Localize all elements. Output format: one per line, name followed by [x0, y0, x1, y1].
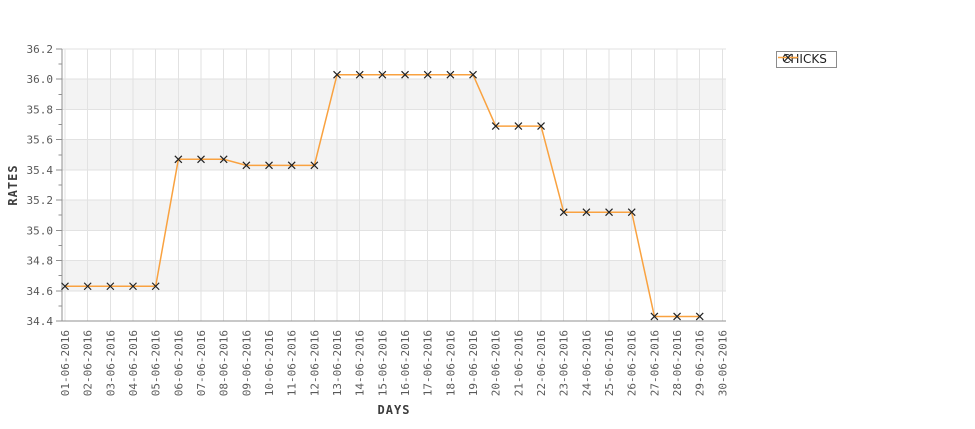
x-tick-label: 28-06-2016 — [671, 330, 684, 396]
data-point-marker — [83, 282, 92, 291]
data-point-marker — [514, 122, 523, 130]
plot-band — [62, 139, 726, 170]
data-point-marker — [673, 312, 681, 321]
x-tick-label: 04-06-2016 — [127, 330, 140, 396]
legend-item-label: CHICKS — [782, 52, 827, 66]
y-tick-label: 34.6 — [27, 285, 54, 298]
data-point-marker — [446, 70, 455, 79]
x-tick-label: 19-06-2016 — [467, 330, 480, 396]
data-point-marker — [559, 208, 568, 217]
plot-bands — [62, 79, 726, 291]
legend-marker-chicks — [778, 53, 798, 62]
y-axis-title: RATES — [6, 164, 20, 206]
data-point-marker — [627, 208, 636, 217]
x-tick-label: 23-06-2016 — [558, 330, 571, 396]
x-tick-label: 16-06-2016 — [399, 330, 412, 396]
data-point-marker — [265, 161, 273, 170]
x-tick-label: 05-06-2016 — [150, 330, 163, 396]
data-point-marker — [650, 312, 659, 321]
x-tick-label: 08-06-2016 — [218, 330, 231, 396]
x-tick-label: 13-06-2016 — [331, 330, 344, 396]
y-tick-label: 35.6 — [27, 134, 54, 147]
x-tick-label: 06-06-2016 — [172, 330, 185, 396]
series-markers-chicks — [61, 70, 704, 321]
y-tick-label: 36.2 — [27, 43, 54, 56]
data-point-marker — [174, 155, 183, 164]
data-point-marker — [197, 155, 205, 164]
data-point-marker — [129, 282, 137, 291]
gridlines — [62, 48, 726, 321]
axis-ticks — [56, 48, 62, 322]
x-axis-title: DAYS — [377, 403, 411, 417]
legend[interactable]: CHICKS — [776, 51, 837, 68]
x-tick-label: 09-06-2016 — [240, 330, 253, 396]
x-tick-label: 18-06-2016 — [444, 330, 457, 396]
x-tick-label: 11-06-2016 — [286, 330, 299, 396]
x-tick-label: 12-06-2016 — [308, 330, 321, 396]
x-tick-label: 03-06-2016 — [104, 330, 117, 396]
y-tick-label: 35.2 — [27, 194, 54, 207]
plot-band — [62, 79, 726, 110]
data-point-marker — [469, 70, 477, 79]
x-tick-label: 25-06-2016 — [603, 330, 616, 396]
plot-band — [62, 200, 726, 231]
x-tick-label: 24-06-2016 — [580, 330, 593, 396]
data-point-marker — [287, 161, 296, 170]
x-tick-label: 22-06-2016 — [535, 330, 548, 396]
x-tick-label: 10-06-2016 — [263, 330, 276, 396]
y-tick-label: 34.4 — [27, 315, 54, 328]
data-point-marker — [605, 208, 613, 217]
x-tick-label: 15-06-2016 — [376, 330, 389, 396]
data-point-marker — [491, 122, 500, 130]
x-tick-label: 20-06-2016 — [490, 330, 503, 396]
y-tick-label: 34.8 — [27, 255, 54, 268]
y-tick-label: 35.0 — [27, 224, 54, 237]
series-group — [61, 70, 704, 321]
data-point-marker — [61, 282, 69, 291]
x-tick-label: 14-06-2016 — [354, 330, 367, 396]
x-tick-label: 21-06-2016 — [512, 330, 525, 396]
x-tick-label: 07-06-2016 — [195, 330, 208, 396]
y-tick-label: 35.8 — [27, 103, 54, 116]
tick-labels: 36.2 36.0 35.8 35.6 35.4 35.2 35.0 34.8 34.6 34.4… — [27, 43, 730, 396]
data-point-marker — [582, 208, 591, 217]
data-point-marker — [106, 282, 115, 291]
x-tick-label: 27-06-2016 — [648, 330, 661, 396]
data-point-marker — [401, 70, 409, 79]
data-point-marker — [695, 312, 704, 321]
x-tick-label: 26-06-2016 — [626, 330, 639, 396]
x-tick-label: 29-06-2016 — [694, 330, 707, 396]
data-point-marker — [242, 161, 251, 170]
data-point-marker — [151, 282, 160, 291]
data-point-marker — [537, 122, 545, 130]
data-point-marker — [423, 70, 432, 79]
x-tick-label: 17-06-2016 — [422, 330, 435, 396]
data-point-marker — [378, 70, 387, 79]
data-point-marker — [219, 155, 228, 164]
x-tick-label: 01-06-2016 — [59, 330, 72, 396]
y-tick-label: 36.0 — [27, 73, 54, 86]
plot-band — [62, 260, 726, 291]
x-tick-label: 30-06-2016 — [716, 330, 729, 396]
data-point-marker — [310, 161, 319, 170]
data-point-marker — [355, 70, 364, 79]
x-tick-label: 02-06-2016 — [82, 330, 95, 396]
data-point-marker — [333, 70, 341, 79]
y-tick-label: 35.4 — [27, 164, 54, 177]
